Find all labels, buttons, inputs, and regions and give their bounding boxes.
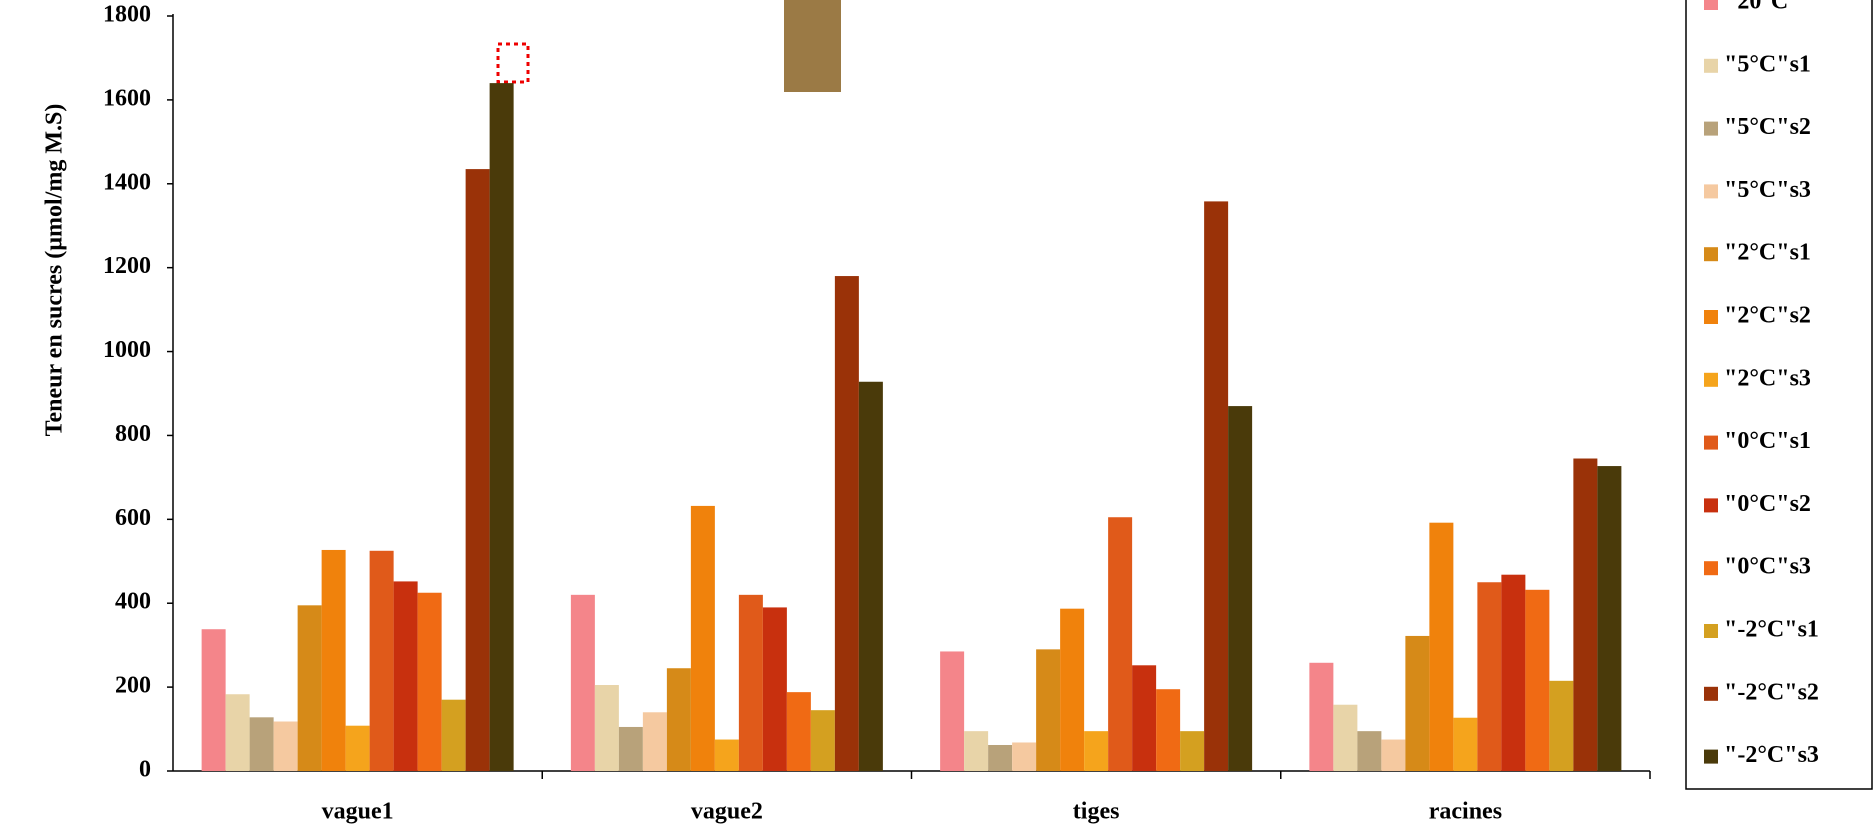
selection-box xyxy=(498,44,528,82)
bar xyxy=(1429,523,1453,771)
bar xyxy=(346,726,370,771)
bar xyxy=(418,593,442,771)
bar xyxy=(835,276,859,771)
bar xyxy=(250,717,274,771)
bar xyxy=(1036,649,1060,771)
legend-swatch xyxy=(1704,750,1718,764)
legend-swatch xyxy=(1704,310,1718,324)
photo xyxy=(784,0,841,92)
y-tick-label: 1400 xyxy=(103,169,151,195)
bar xyxy=(490,83,514,771)
legend-swatch xyxy=(1704,247,1718,261)
x-tick-label: racines xyxy=(1429,799,1502,825)
legend-swatch xyxy=(1704,59,1718,73)
bar xyxy=(1357,731,1381,771)
bar xyxy=(1084,731,1108,771)
y-tick-label: 800 xyxy=(115,421,151,447)
legend-label: "-2°C"s3 xyxy=(1724,742,1819,768)
legend-swatch xyxy=(1704,687,1718,701)
bar xyxy=(643,712,667,771)
x-tick-label: vague1 xyxy=(322,799,394,825)
bar xyxy=(202,629,226,771)
legend-swatch xyxy=(1704,184,1718,198)
bar xyxy=(1132,665,1156,771)
y-tick-label: 200 xyxy=(115,673,151,699)
y-tick-label: 400 xyxy=(115,589,151,615)
legend-label: "-2°C"s2 xyxy=(1724,679,1819,705)
y-tick-label: 1800 xyxy=(103,2,151,28)
bar xyxy=(1228,406,1252,771)
bar xyxy=(1453,718,1477,771)
bar xyxy=(1501,575,1525,771)
bar xyxy=(442,700,466,771)
y-tick-label: 1200 xyxy=(103,253,151,279)
bar xyxy=(1597,466,1621,771)
legend-swatch xyxy=(1704,436,1718,450)
bar xyxy=(1204,201,1228,771)
bar xyxy=(226,694,250,771)
bar xyxy=(691,506,715,771)
legend-label: "20°C" xyxy=(1724,0,1802,15)
legend-label: "-2°C"s1 xyxy=(1724,617,1819,643)
bar xyxy=(274,722,298,771)
legend-swatch xyxy=(1704,624,1718,638)
bar xyxy=(940,651,964,771)
x-tick-label: tiges xyxy=(1073,799,1120,825)
bar xyxy=(787,692,811,771)
legend-label: "2°C"s3 xyxy=(1724,365,1811,391)
y-axis-title: Teneur en sucres (µmol/mg M.S) xyxy=(42,104,68,437)
bar xyxy=(1108,517,1132,771)
bar xyxy=(298,605,322,771)
bar xyxy=(1012,742,1036,771)
bar xyxy=(1309,663,1333,771)
legend-swatch xyxy=(1704,0,1718,10)
bar xyxy=(1060,609,1084,771)
bar xyxy=(1573,459,1597,771)
legend-swatch xyxy=(1704,122,1718,136)
bar xyxy=(1381,740,1405,771)
bar xyxy=(964,731,988,771)
bar xyxy=(667,668,691,771)
bar xyxy=(859,382,883,771)
chart: Teneur en sucres (µmol/mg M.S) 0 200 400 60… xyxy=(0,0,1876,831)
bar xyxy=(466,169,490,771)
bar xyxy=(715,740,739,771)
legend-label: "0°C"s1 xyxy=(1724,428,1811,454)
y-tick-label: 1000 xyxy=(103,337,151,363)
bar xyxy=(394,581,418,771)
legend-swatch xyxy=(1704,498,1718,512)
bar xyxy=(1525,590,1549,771)
y-tick-label: 1600 xyxy=(103,85,151,111)
bar xyxy=(571,595,595,771)
bar xyxy=(1405,636,1429,771)
legend-label: "5°C"s2 xyxy=(1724,114,1811,140)
legend-label: "2°C"s2 xyxy=(1724,303,1811,329)
bar xyxy=(739,595,763,771)
bar xyxy=(763,607,787,771)
bar xyxy=(988,745,1012,771)
legend-label: "0°C"s3 xyxy=(1724,554,1811,580)
bar xyxy=(1549,681,1573,771)
bar xyxy=(811,710,835,771)
legend-swatch xyxy=(1704,561,1718,575)
x-tick-label: vague2 xyxy=(691,799,763,825)
bar xyxy=(370,551,394,771)
legend-label: "2°C"s1 xyxy=(1724,240,1811,266)
legend-label: "5°C"s3 xyxy=(1724,177,1811,203)
bar xyxy=(1477,582,1501,771)
bar xyxy=(595,685,619,771)
legend-swatch xyxy=(1704,373,1718,387)
bar xyxy=(619,727,643,771)
bar xyxy=(1156,689,1180,771)
legend-label: "0°C"s2 xyxy=(1724,491,1811,517)
legend-label: "5°C"s1 xyxy=(1724,51,1811,77)
bar xyxy=(1180,731,1204,771)
bar xyxy=(322,550,346,771)
y-tick-label: 600 xyxy=(115,505,151,531)
y-tick-label: 0 xyxy=(139,757,151,783)
bar xyxy=(1333,705,1357,771)
